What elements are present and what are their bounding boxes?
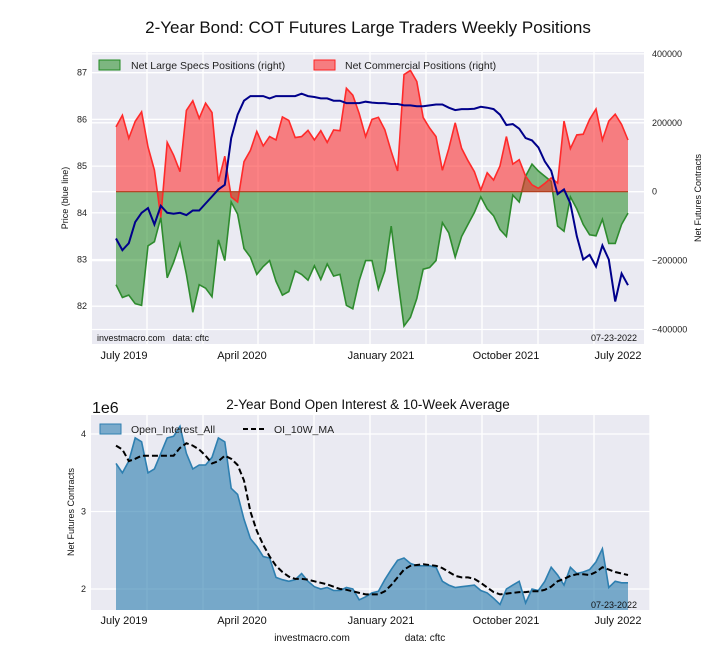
specs-fill [116, 164, 628, 327]
legend-swatch-commercial [313, 59, 336, 71]
left-y-tick-label: 86 [77, 114, 87, 124]
commercial-line [115, 69, 629, 218]
legend-label-open-interest: Open_Interest_All [131, 424, 215, 436]
main-title: 2-Year Bond: COT Futures Large Traders W… [145, 18, 591, 37]
y-tick-label: 4 [81, 429, 86, 439]
open-interest-series [115, 424, 628, 610]
legend-swatch-open-interest [99, 423, 122, 435]
left-y-tick-label: 84 [77, 208, 87, 218]
right-y-tick-label: 200000 [652, 118, 682, 128]
x-tick-label: July 2022 [594, 615, 641, 627]
price-line-series [115, 92, 629, 302]
watermark: investmacro.com data: cftc [97, 333, 210, 343]
open-interest-fill [116, 426, 628, 610]
commercial-fill [116, 70, 628, 218]
left-y-tick-label: 83 [77, 255, 87, 265]
left-y-tick-labels: 82 83 84 85 86 87 [77, 68, 87, 312]
right-y-axis-label: Net Futures Contracts [693, 153, 703, 242]
x-tick-label: October 2021 [473, 350, 540, 362]
left-y-axis-label: Price (blue line) [60, 167, 70, 230]
bottom-title: 2-Year Bond Open Interest & 10-Week Aver… [226, 397, 509, 412]
bottom-x-tick-labels: July 2019 April 2020 January 2021 October 2… [100, 615, 641, 627]
specs-area-series [115, 162, 629, 329]
legend-label-ma: OI_10W_MA [274, 424, 334, 436]
bottom-legend: Open_Interest_All OI_10W_MA [99, 423, 334, 436]
legend-swatch-specs [98, 59, 121, 71]
left-y-tick-label: 85 [77, 161, 87, 171]
footer-site: investmacro.com [274, 633, 350, 644]
x-tick-label: January 2021 [348, 350, 415, 362]
right-y-tick-label: −400000 [652, 325, 687, 335]
x-tick-label: April 2020 [217, 350, 267, 362]
price-line [115, 92, 629, 302]
right-y-tick-labels: 400000 200000 0 −200000 −400000 [652, 49, 687, 335]
open-interest-line [115, 424, 628, 606]
right-y-tick-label: −200000 [652, 256, 687, 266]
y-tick-label: 2 [81, 584, 86, 594]
right-y-tick-label: 400000 [652, 49, 682, 59]
footer-source: data: cftc [405, 633, 446, 644]
legend-label-commercial: Net Commercial Positions (right) [345, 60, 496, 72]
top-date-stamp: 07-23-2022 [591, 333, 637, 343]
ma-line [115, 442, 629, 596]
x-tick-label: July 2022 [594, 350, 641, 362]
top-chart: 82 83 84 85 86 87 400000 200000 0 −200000 −400000… [60, 49, 703, 362]
ma-series [115, 442, 629, 596]
x-tick-label: July 2019 [100, 615, 147, 627]
bottom-date-stamp: 07-23-2022 [591, 600, 637, 610]
bottom-y-tick-labels: 2 3 4 [81, 429, 86, 594]
bottom-y-axis-label: Net Futures Contracts [66, 467, 76, 556]
legend-label-specs: Net Large Specs Positions (right) [131, 60, 285, 72]
x-tick-label: April 2020 [217, 615, 267, 627]
left-y-tick-label: 82 [77, 301, 87, 311]
commercial-area-series [115, 69, 629, 218]
bottom-chart: 2-Year Bond Open Interest & 10-Week Aver… [66, 397, 651, 627]
specs-line [115, 162, 629, 329]
y-tick-label: 3 [81, 507, 86, 517]
x-tick-label: January 2021 [348, 615, 415, 627]
top-x-tick-labels: July 2019 April 2020 January 2021 October 2… [100, 350, 641, 362]
x-tick-label: October 2021 [473, 615, 540, 627]
left-y-tick-label: 87 [77, 68, 87, 78]
x-tick-label: July 2019 [100, 350, 147, 362]
y-scale-label: 1e6 [92, 400, 119, 417]
right-y-tick-label: 0 [652, 187, 657, 197]
top-legend: Net Large Specs Positions (right) Net Co… [98, 59, 496, 72]
